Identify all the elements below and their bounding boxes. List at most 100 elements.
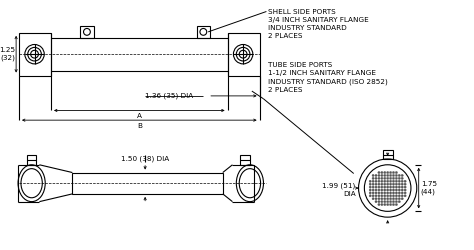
Circle shape (392, 177, 394, 180)
Circle shape (383, 183, 386, 185)
Circle shape (404, 183, 406, 185)
Text: A: A (137, 113, 142, 119)
Circle shape (398, 195, 401, 197)
Circle shape (401, 186, 403, 188)
Circle shape (395, 192, 398, 194)
Circle shape (392, 189, 394, 191)
Circle shape (401, 177, 403, 180)
Circle shape (372, 195, 374, 197)
Circle shape (383, 189, 386, 191)
Bar (240, 155, 250, 165)
Circle shape (392, 198, 394, 200)
Text: 1.36 (35) DIA: 1.36 (35) DIA (145, 93, 193, 99)
Circle shape (390, 198, 392, 200)
Circle shape (392, 195, 394, 197)
Circle shape (398, 180, 401, 182)
Circle shape (392, 200, 394, 203)
Circle shape (398, 200, 401, 203)
Circle shape (387, 204, 389, 206)
Circle shape (404, 195, 406, 197)
Text: SHELL SIDE PORTS
3/4 INCH SANITARY FLANGE
INDUSTRY STANDARD
2 PLACES: SHELL SIDE PORTS 3/4 INCH SANITARY FLANG… (268, 8, 369, 39)
Bar (51, 38, 228, 71)
Circle shape (378, 200, 380, 203)
Circle shape (375, 198, 377, 200)
Circle shape (401, 183, 403, 185)
Circle shape (375, 189, 377, 191)
Text: B: B (137, 123, 142, 129)
Circle shape (381, 177, 383, 180)
Circle shape (369, 183, 371, 185)
Circle shape (383, 174, 386, 176)
Circle shape (383, 200, 386, 203)
Circle shape (392, 192, 394, 194)
Circle shape (401, 180, 403, 182)
Circle shape (378, 172, 380, 173)
Circle shape (375, 177, 377, 180)
Text: 1.75
(44): 1.75 (44) (420, 181, 437, 195)
Circle shape (390, 180, 392, 182)
Circle shape (375, 180, 377, 182)
Circle shape (390, 172, 392, 173)
Circle shape (392, 204, 394, 206)
Circle shape (381, 189, 383, 191)
Circle shape (381, 186, 383, 188)
Circle shape (383, 186, 386, 188)
Circle shape (395, 180, 398, 182)
Circle shape (387, 189, 389, 191)
Circle shape (378, 204, 380, 206)
Circle shape (404, 189, 406, 191)
Circle shape (395, 186, 398, 188)
Circle shape (392, 180, 394, 182)
Circle shape (381, 192, 383, 194)
Circle shape (392, 174, 394, 176)
Circle shape (398, 177, 401, 180)
Circle shape (383, 192, 386, 194)
Circle shape (390, 189, 392, 191)
Circle shape (375, 183, 377, 185)
Circle shape (369, 195, 371, 197)
Circle shape (392, 183, 394, 185)
Circle shape (378, 180, 380, 182)
Circle shape (369, 189, 371, 191)
Circle shape (390, 204, 392, 206)
Circle shape (381, 183, 383, 185)
Circle shape (404, 186, 406, 188)
Circle shape (387, 177, 389, 180)
Circle shape (381, 198, 383, 200)
Bar (27, 155, 36, 165)
Text: 1.50 (38) DIA: 1.50 (38) DIA (121, 155, 169, 162)
Circle shape (390, 177, 392, 180)
Circle shape (387, 183, 389, 185)
Circle shape (395, 172, 398, 173)
Circle shape (378, 177, 380, 180)
Circle shape (395, 177, 398, 180)
Circle shape (387, 174, 389, 176)
Circle shape (381, 174, 383, 176)
Circle shape (395, 204, 398, 206)
Circle shape (398, 192, 401, 194)
Circle shape (381, 204, 383, 206)
Circle shape (395, 198, 398, 200)
Circle shape (387, 200, 389, 203)
Bar (197, 26, 210, 38)
Circle shape (390, 186, 392, 188)
Circle shape (387, 198, 389, 200)
Circle shape (392, 186, 394, 188)
Bar (73, 172, 223, 194)
Circle shape (398, 189, 401, 191)
Circle shape (395, 174, 398, 176)
Circle shape (395, 183, 398, 185)
Circle shape (383, 198, 386, 200)
Circle shape (372, 186, 374, 188)
Circle shape (395, 195, 398, 197)
Circle shape (398, 186, 401, 188)
Circle shape (401, 189, 403, 191)
Circle shape (369, 180, 371, 182)
Circle shape (390, 192, 392, 194)
Circle shape (375, 174, 377, 176)
Circle shape (383, 180, 386, 182)
Text: 1.25
(32): 1.25 (32) (0, 48, 15, 61)
Circle shape (390, 174, 392, 176)
Circle shape (369, 192, 371, 194)
Circle shape (401, 174, 403, 176)
